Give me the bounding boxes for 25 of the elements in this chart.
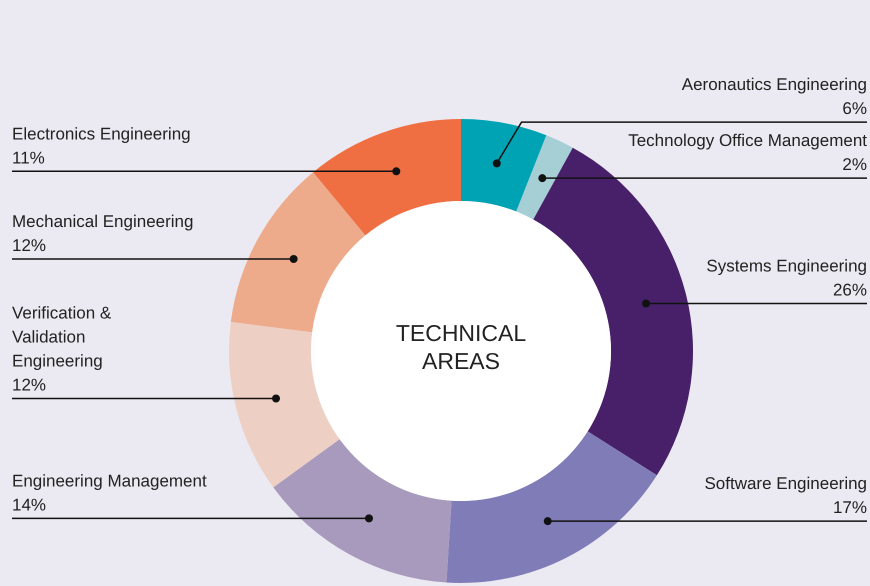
slice-label: Verification & Validation Engineering [12, 304, 112, 370]
slice-label: Aeronautics Engineering [682, 75, 867, 94]
donut-slice [229, 322, 340, 488]
donut-slice [446, 431, 657, 583]
slice-label: Electronics Engineering [12, 124, 191, 144]
slice-label: Software Engineering [704, 474, 867, 494]
slice-label: Technology Office Management [628, 131, 868, 150]
slice-label: Engineering Management [12, 471, 207, 490]
data-label: 26% [832, 280, 867, 300]
donut-slice [273, 439, 452, 583]
donut-slice [533, 148, 693, 476]
data-label: 12% [12, 236, 46, 255]
donut-slice [516, 135, 573, 220]
donut-slice [461, 119, 546, 212]
slice-label: Mechanical Engineering [12, 212, 194, 231]
donut-slice [313, 119, 461, 236]
slice-label: Systems Engineering [706, 256, 867, 276]
data-label: 17% [832, 498, 867, 518]
data-label: 11% [12, 148, 45, 168]
data-label: 12% [12, 376, 46, 394]
data-label: 6% [842, 99, 867, 118]
donut-slice [230, 172, 366, 332]
data-label: 2% [842, 155, 867, 174]
data-label: 14% [12, 495, 46, 514]
text: TECHNICAL AREAS [396, 320, 526, 374]
